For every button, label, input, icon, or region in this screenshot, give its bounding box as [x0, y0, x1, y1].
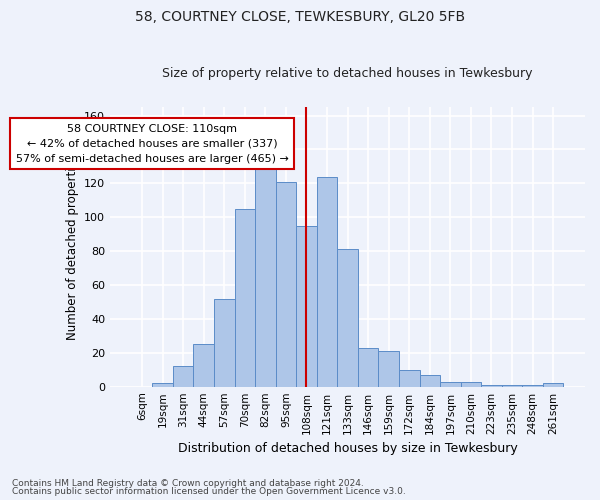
Bar — [275, 182, 296, 386]
Bar — [152, 384, 173, 386]
Text: 58 COURTNEY CLOSE: 110sqm
← 42% of detached houses are smaller (337)
57% of semi: 58 COURTNEY CLOSE: 110sqm ← 42% of detac… — [16, 124, 289, 164]
Bar — [214, 298, 235, 386]
Bar — [358, 348, 379, 387]
X-axis label: Distribution of detached houses by size in Tewkesbury: Distribution of detached houses by size … — [178, 442, 517, 455]
Bar — [337, 250, 358, 386]
Bar — [461, 382, 481, 386]
Y-axis label: Number of detached properties: Number of detached properties — [65, 154, 79, 340]
Bar — [296, 226, 317, 386]
Bar — [173, 366, 193, 386]
Bar — [193, 344, 214, 387]
Bar — [419, 375, 440, 386]
Text: Contains public sector information licensed under the Open Government Licence v3: Contains public sector information licen… — [12, 487, 406, 496]
Bar — [543, 384, 563, 386]
Bar — [235, 208, 255, 386]
Text: Contains HM Land Registry data © Crown copyright and database right 2024.: Contains HM Land Registry data © Crown c… — [12, 478, 364, 488]
Bar — [379, 351, 399, 386]
Text: 58, COURTNEY CLOSE, TEWKESBURY, GL20 5FB: 58, COURTNEY CLOSE, TEWKESBURY, GL20 5FB — [135, 10, 465, 24]
Bar — [255, 164, 275, 386]
Bar — [440, 382, 461, 386]
Bar — [481, 385, 502, 386]
Title: Size of property relative to detached houses in Tewkesbury: Size of property relative to detached ho… — [163, 66, 533, 80]
Bar — [399, 370, 419, 386]
Bar — [502, 385, 523, 386]
Bar — [317, 176, 337, 386]
Bar — [523, 385, 543, 386]
